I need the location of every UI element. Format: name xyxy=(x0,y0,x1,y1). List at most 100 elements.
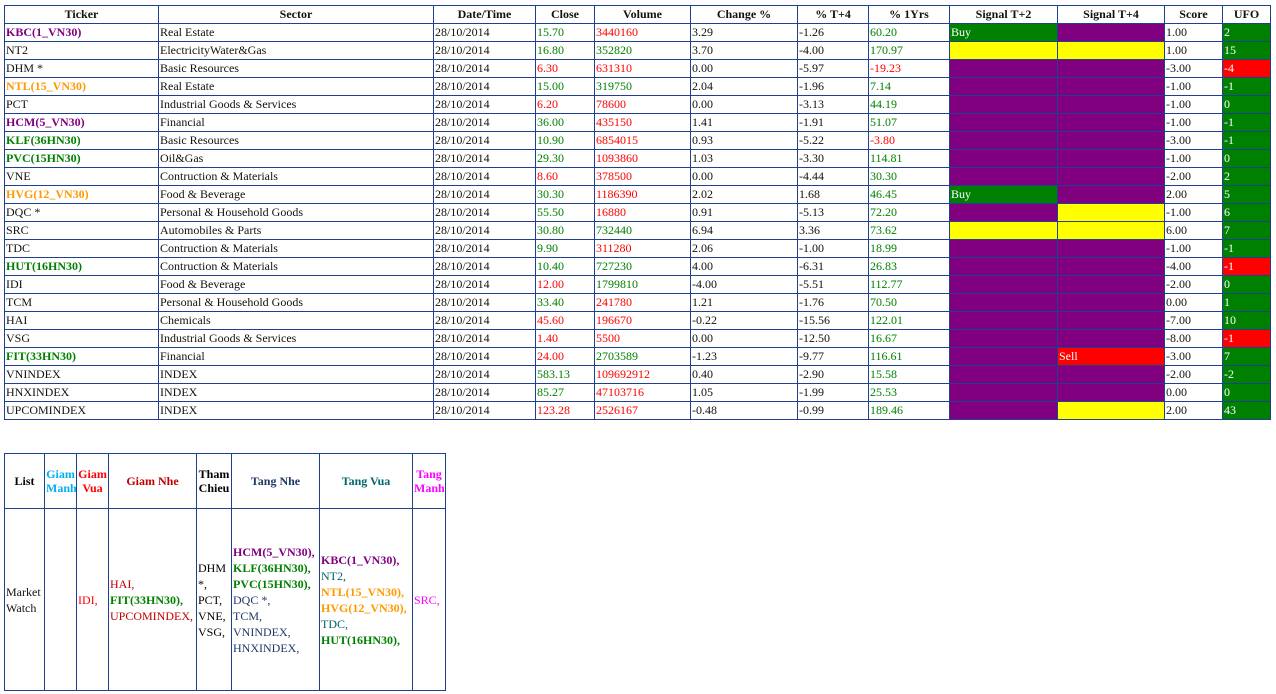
list-name: Market Watch xyxy=(4,508,45,691)
change-cell: 1.21 xyxy=(690,293,798,312)
pct-t4-cell: 1.68 xyxy=(797,185,869,204)
ufo-cell: 0 xyxy=(1222,275,1271,294)
change-cell: -1.23 xyxy=(690,347,798,366)
data-row: TDC Contruction & Materials 28/10/2014 9.90… xyxy=(4,239,1271,258)
pct-1yrs-cell: 114.81 xyxy=(868,149,950,168)
column-header: Close xyxy=(535,5,595,24)
signal-t4-cell xyxy=(1057,203,1165,222)
change-cell: 1.41 xyxy=(690,113,798,132)
ufo-cell: 0 xyxy=(1222,149,1271,168)
watch-header: Tang Nhe xyxy=(231,453,320,509)
pct-t4-cell: -1.76 xyxy=(797,293,869,312)
close-cell: 1.40 xyxy=(535,329,595,348)
change-cell: -0.48 xyxy=(690,401,798,420)
signal-t4-cell xyxy=(1057,239,1165,258)
data-row: NTL(15_VN30) Real Estate 28/10/2014 15.00 31… xyxy=(4,77,1271,96)
data-row: IDI Food & Beverage 28/10/2014 12.00 1799810… xyxy=(4,275,1271,294)
sector-cell: Basic Resources xyxy=(158,59,434,78)
pct-t4-cell: -2.90 xyxy=(797,365,869,384)
pct-t4-cell: -12.50 xyxy=(797,329,869,348)
ufo-cell: 7 xyxy=(1222,347,1271,366)
score-cell: -3.00 xyxy=(1164,59,1223,78)
pct-1yrs-cell: 70.50 xyxy=(868,293,950,312)
ufo-cell: 5 xyxy=(1222,185,1271,204)
ticker-item: TDC, xyxy=(321,616,348,631)
pct-1yrs-cell: -3.80 xyxy=(868,131,950,150)
close-cell: 85.27 xyxy=(535,383,595,402)
data-row: VSG Industrial Goods & Services 28/10/2014… xyxy=(4,329,1271,348)
watch-cell: HAI, FIT(33HN30), UPCOMINDEX, xyxy=(108,508,197,691)
ticker-cell: HCM(5_VN30) xyxy=(4,113,159,132)
stock-table: Ticker Sector Date/Time Close Volume Change %… xyxy=(4,5,1271,420)
change-cell: 2.06 xyxy=(690,239,798,258)
sector-cell: Contruction & Materials xyxy=(158,239,434,258)
pct-t4-cell: -1.99 xyxy=(797,383,869,402)
score-cell: -8.00 xyxy=(1164,329,1223,348)
ticker-cell: TDC xyxy=(4,239,159,258)
data-row: KBC(1_VN30) Real Estate 28/10/2014 15.70 344… xyxy=(4,23,1271,42)
ticker-cell: HUT(16HN30) xyxy=(4,257,159,276)
watch-header: Giam Vua xyxy=(76,453,109,509)
change-cell: 4.00 xyxy=(690,257,798,276)
ticker-cell: HVG(12_VN30) xyxy=(4,185,159,204)
data-row: KLF(36HN30) Basic Resources 28/10/2014 10.9… xyxy=(4,131,1271,150)
column-header: Ticker xyxy=(4,5,159,24)
watch-cell: KBC(1_VN30), NT2, NTL(15_VN30), HVG(12_VN30… xyxy=(319,508,413,691)
column-header: Signal T+2 xyxy=(949,5,1058,24)
sector-cell: Financial xyxy=(158,113,434,132)
score-cell: -3.00 xyxy=(1164,347,1223,366)
volume-cell: 311280 xyxy=(594,239,691,258)
pct-t4-cell: -1.00 xyxy=(797,239,869,258)
close-cell: 123.28 xyxy=(535,401,595,420)
volume-cell: 78600 xyxy=(594,95,691,114)
ticker-cell: NT2 xyxy=(4,41,159,60)
signal-t2-cell: Buy xyxy=(949,23,1058,42)
close-cell: 29.30 xyxy=(535,149,595,168)
score-cell: -2.00 xyxy=(1164,365,1223,384)
close-cell: 55.50 xyxy=(535,203,595,222)
header-row: Ticker Sector Date/Time Close Volume Change %… xyxy=(4,5,1271,24)
column-header: % 1Yrs xyxy=(868,5,950,24)
signal-t2-cell xyxy=(949,383,1058,402)
ticker-item: HNXINDEX, xyxy=(233,640,300,655)
date-cell: 28/10/2014 xyxy=(433,383,536,402)
watch-cell: IDI, xyxy=(76,508,109,691)
volume-cell: 378500 xyxy=(594,167,691,186)
watch-cell: HCM(5_VN30), KLF(36HN30), PVC(15HN30), DQC … xyxy=(231,508,320,691)
pct-1yrs-cell: 72.20 xyxy=(868,203,950,222)
ticker-cell: HAI xyxy=(4,311,159,330)
ticker-cell: DHM * xyxy=(4,59,159,78)
pct-t4-cell: -5.97 xyxy=(797,59,869,78)
score-cell: -1.00 xyxy=(1164,113,1223,132)
data-row: DHM * Basic Resources 28/10/2014 6.30 631310… xyxy=(4,59,1271,78)
signal-t4-cell xyxy=(1057,311,1165,330)
watch-header: List xyxy=(4,453,45,509)
score-cell: 0.00 xyxy=(1164,383,1223,402)
column-header: Signal T+4 xyxy=(1057,5,1165,24)
pct-t4-cell: -5.22 xyxy=(797,131,869,150)
sector-cell: Industrial Goods & Services xyxy=(158,95,434,114)
volume-cell: 319750 xyxy=(594,77,691,96)
sector-cell: Real Estate xyxy=(158,77,434,96)
signal-t2-cell xyxy=(949,77,1058,96)
sector-cell: INDEX xyxy=(158,383,434,402)
score-cell: 2.00 xyxy=(1164,401,1223,420)
column-header: Sector xyxy=(158,5,434,24)
data-row: PVC(15HN30) Oil&Gas 28/10/2014 29.30 1093860… xyxy=(4,149,1271,168)
data-row: NT2 ElectricityWater&Gas 28/10/2014 16.80 35… xyxy=(4,41,1271,60)
ticker-item: NTL(15_VN30), xyxy=(321,584,404,599)
signal-t4-cell xyxy=(1057,185,1165,204)
pct-1yrs-cell: 116.61 xyxy=(868,347,950,366)
data-row: TCM Personal & Household Goods 28/10/2014 3… xyxy=(4,293,1271,312)
score-cell: -1.00 xyxy=(1164,203,1223,222)
volume-cell: 16880 xyxy=(594,203,691,222)
change-cell: 0.00 xyxy=(690,59,798,78)
pct-t4-cell: -15.56 xyxy=(797,311,869,330)
score-cell: -7.00 xyxy=(1164,311,1223,330)
ufo-cell: 2 xyxy=(1222,23,1271,42)
date-cell: 28/10/2014 xyxy=(433,131,536,150)
pct-1yrs-cell: 189.46 xyxy=(868,401,950,420)
score-cell: 2.00 xyxy=(1164,185,1223,204)
signal-t4-cell xyxy=(1057,41,1165,60)
